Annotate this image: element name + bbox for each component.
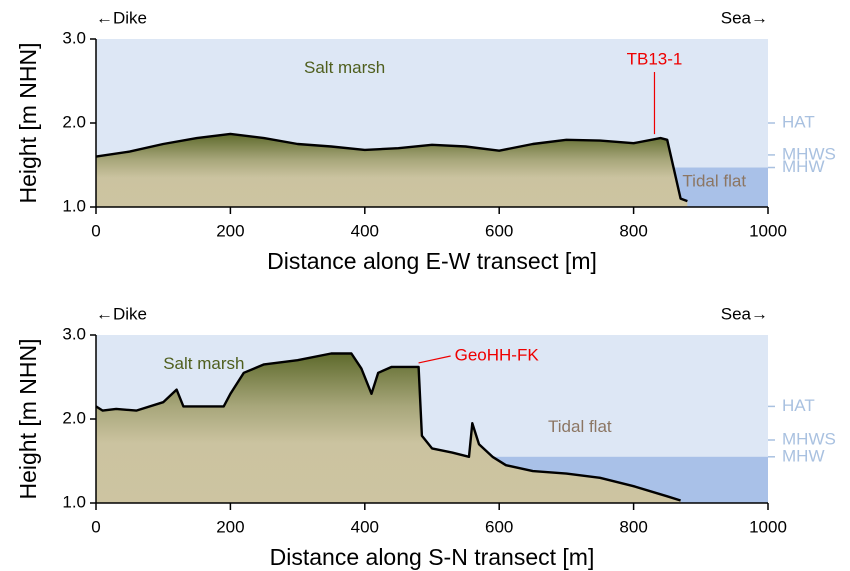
y-tick-label: 2.0 <box>62 408 86 427</box>
x-tick-label: 1000 <box>749 221 787 240</box>
tidal-flat-label: Tidal flat <box>682 171 746 190</box>
salt-marsh-label: Salt marsh <box>163 354 244 373</box>
x-tick-label: 800 <box>619 517 647 536</box>
sample-label: GeoHH-FK <box>455 345 540 364</box>
tidal-label: HAT <box>782 396 815 415</box>
y-tick-label: 2.0 <box>62 112 86 131</box>
x-axis-title: Distance along S-N transect [m] <box>270 544 595 570</box>
y-tick-label: 3.0 <box>62 324 86 343</box>
y-axis-title: Height [m NHN] <box>15 42 41 203</box>
y-tick-label: 3.0 <box>62 28 86 47</box>
tidal-label: MHW <box>782 446 824 465</box>
tidal-flat-label: Tidal flat <box>548 417 612 436</box>
figure: 1.0 2.0 3.0 0 200 400 600 800 1000 Distance along… <box>0 0 850 571</box>
sample-label: TB13-1 <box>627 49 683 68</box>
x-tick-label: 0 <box>91 221 100 240</box>
y-tick-label: 1.0 <box>62 196 86 215</box>
x-tick-label: 600 <box>485 517 513 536</box>
tidal-label: HAT <box>782 112 815 131</box>
x-tick-label: 400 <box>351 517 379 536</box>
x-axis-title: Distance along E-W transect [m] <box>267 248 597 274</box>
dike-label: ←Dike <box>96 8 147 27</box>
sea-label: Sea→ <box>721 8 768 27</box>
x-tick-label: 400 <box>351 221 379 240</box>
x-tick-label: 200 <box>216 517 244 536</box>
sea-label: Sea→ <box>721 304 768 323</box>
x-tick-label: 200 <box>216 221 244 240</box>
y-tick-label: 1.0 <box>62 492 86 511</box>
dike-label: ←Dike <box>96 304 147 323</box>
x-tick-label: 800 <box>619 221 647 240</box>
x-tick-label: 1000 <box>749 517 787 536</box>
tidal-label: MHW <box>782 157 824 176</box>
salt-marsh-label: Salt marsh <box>304 58 385 77</box>
y-axis-title: Height [m NHN] <box>15 338 41 499</box>
x-tick-label: 600 <box>485 221 513 240</box>
x-tick-label: 0 <box>91 517 100 536</box>
